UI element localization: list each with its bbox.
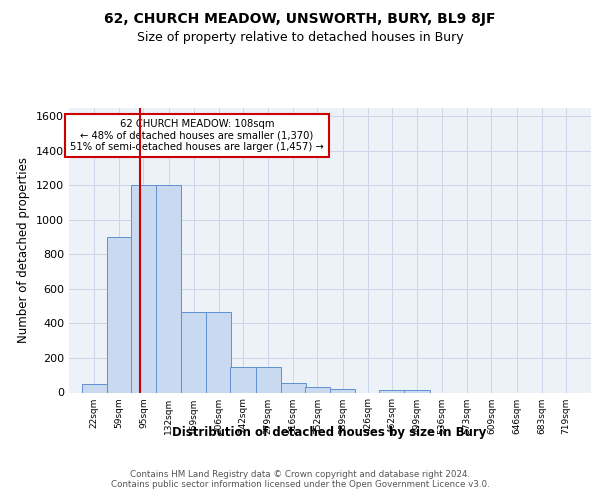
Bar bbox=[156, 185, 181, 392]
Bar bbox=[404, 390, 430, 392]
Bar bbox=[256, 366, 281, 392]
Text: Size of property relative to detached houses in Bury: Size of property relative to detached ho… bbox=[137, 31, 463, 44]
Bar bbox=[330, 389, 355, 392]
Bar bbox=[82, 384, 107, 392]
Text: Contains HM Land Registry data © Crown copyright and database right 2024.
Contai: Contains HM Land Registry data © Crown c… bbox=[110, 470, 490, 489]
Bar bbox=[281, 383, 305, 392]
Bar bbox=[206, 312, 231, 392]
Text: 62, CHURCH MEADOW, UNSWORTH, BURY, BL9 8JF: 62, CHURCH MEADOW, UNSWORTH, BURY, BL9 8… bbox=[104, 12, 496, 26]
Y-axis label: Number of detached properties: Number of detached properties bbox=[17, 157, 31, 343]
Text: 62 CHURCH MEADOW: 108sqm
← 48% of detached houses are smaller (1,370)
51% of sem: 62 CHURCH MEADOW: 108sqm ← 48% of detach… bbox=[70, 119, 324, 152]
Bar bbox=[379, 390, 404, 392]
Bar bbox=[305, 388, 330, 392]
Bar bbox=[107, 237, 131, 392]
Bar bbox=[230, 366, 256, 392]
Text: Distribution of detached houses by size in Bury: Distribution of detached houses by size … bbox=[172, 426, 486, 439]
Bar bbox=[131, 185, 156, 392]
Bar bbox=[181, 312, 206, 392]
